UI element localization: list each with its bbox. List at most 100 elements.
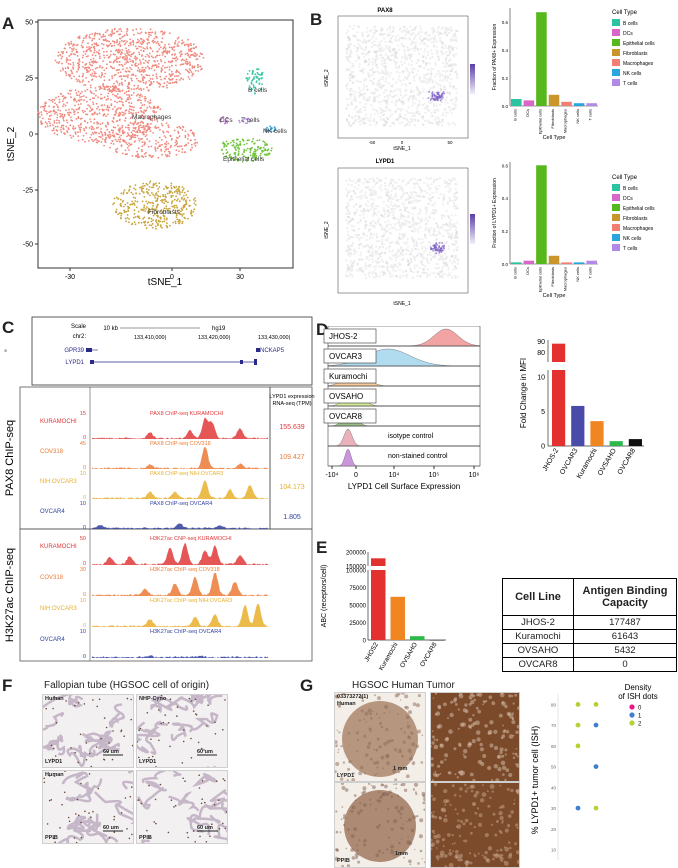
tsne-point bbox=[89, 137, 91, 139]
tsne-point bbox=[174, 46, 176, 48]
tsne-point bbox=[71, 48, 73, 50]
tsne-point bbox=[173, 82, 175, 84]
tsne-point bbox=[124, 204, 126, 206]
tsne-point bbox=[84, 130, 86, 132]
tsne-point bbox=[187, 62, 189, 64]
feature-point bbox=[444, 182, 446, 184]
mfi-xtick: Kuramochi bbox=[576, 447, 599, 480]
feature-point bbox=[368, 51, 370, 53]
feature-point bbox=[415, 182, 417, 184]
tsne-point bbox=[107, 124, 109, 126]
feature-point bbox=[348, 276, 350, 278]
tsne-point bbox=[169, 66, 171, 68]
feature-point bbox=[384, 33, 386, 35]
feature-point bbox=[387, 238, 389, 240]
feature-point bbox=[399, 233, 401, 235]
tsne-point bbox=[133, 124, 135, 126]
tsne-point bbox=[138, 216, 140, 218]
feature-point bbox=[349, 237, 351, 239]
feature-point bbox=[404, 54, 406, 56]
tsne-point bbox=[100, 77, 102, 79]
feature-point bbox=[448, 60, 450, 62]
feature-point bbox=[420, 210, 422, 212]
tsne-point bbox=[51, 130, 53, 132]
tsne-point bbox=[134, 213, 136, 215]
feature-point bbox=[382, 228, 384, 230]
tsne-point bbox=[185, 144, 187, 146]
tsne-point bbox=[128, 54, 130, 56]
tsne-point bbox=[148, 218, 150, 220]
tsne-point bbox=[125, 100, 127, 102]
feature-point bbox=[414, 113, 416, 115]
feature-point bbox=[405, 34, 407, 36]
tsne-point bbox=[131, 201, 133, 203]
feature-point bbox=[392, 250, 394, 252]
tsne-point bbox=[195, 70, 197, 72]
legend-label: Macrophages bbox=[623, 61, 654, 67]
feature-point bbox=[383, 208, 385, 210]
feature-point bbox=[393, 188, 395, 190]
feature-point bbox=[393, 54, 395, 56]
tsne-point bbox=[267, 150, 269, 152]
legend-swatch bbox=[612, 39, 620, 46]
tsne-point bbox=[172, 200, 174, 202]
tsne-point bbox=[183, 60, 185, 62]
tsne-point bbox=[160, 224, 162, 226]
tsne-point bbox=[72, 62, 74, 64]
feature-point bbox=[411, 261, 413, 263]
tsne-point bbox=[144, 100, 146, 102]
feature-point bbox=[419, 267, 421, 269]
feature-point bbox=[438, 31, 440, 33]
tsne-point bbox=[54, 120, 56, 122]
tsne-point bbox=[140, 100, 142, 102]
tsne-point bbox=[125, 149, 127, 151]
tsne-point bbox=[92, 126, 94, 128]
tsne-point bbox=[89, 69, 91, 71]
feature-point bbox=[348, 205, 350, 207]
feature-point bbox=[367, 119, 369, 121]
feature-point bbox=[362, 89, 364, 91]
feature-point bbox=[365, 263, 367, 265]
tsne-point bbox=[49, 123, 51, 125]
feature-point bbox=[382, 246, 384, 248]
legend-label: T cells bbox=[623, 246, 638, 252]
legend-swatch bbox=[612, 194, 620, 201]
tsne-point bbox=[104, 132, 106, 134]
feature-point bbox=[445, 71, 447, 73]
feature-point bbox=[452, 200, 454, 202]
tsne-point bbox=[54, 122, 56, 124]
feature-point bbox=[397, 256, 399, 258]
tsne-point bbox=[66, 57, 68, 59]
feature-point bbox=[367, 54, 369, 56]
tsne-point bbox=[147, 38, 149, 40]
tsne-point bbox=[169, 61, 171, 63]
feature-point bbox=[365, 47, 367, 49]
tsne-point bbox=[65, 109, 67, 111]
tsne-point bbox=[71, 51, 73, 53]
tsne-point bbox=[261, 72, 263, 74]
tsne-point bbox=[143, 191, 145, 193]
feature-point bbox=[354, 96, 356, 98]
tsne-point bbox=[121, 127, 123, 129]
tsne-point bbox=[152, 50, 154, 52]
tsne-point bbox=[95, 68, 97, 70]
tsne-point bbox=[71, 43, 73, 45]
feature-point bbox=[436, 192, 438, 194]
tsne-point bbox=[168, 82, 170, 84]
feature-point bbox=[428, 188, 430, 190]
feature-point bbox=[362, 197, 364, 199]
tsne-point bbox=[190, 45, 192, 47]
feature-point bbox=[348, 252, 350, 254]
feature-point bbox=[392, 205, 394, 207]
tsne-point bbox=[107, 93, 109, 95]
tsne-point bbox=[151, 187, 153, 189]
tsne-point bbox=[65, 67, 67, 69]
feature-point bbox=[347, 266, 349, 268]
tsne-point bbox=[172, 82, 174, 84]
tsne-point bbox=[164, 50, 166, 52]
feature-point bbox=[391, 259, 393, 261]
tsne-point bbox=[82, 66, 84, 68]
feature-point bbox=[393, 198, 395, 200]
tsne-point bbox=[252, 71, 254, 73]
tsne-point bbox=[154, 106, 156, 108]
